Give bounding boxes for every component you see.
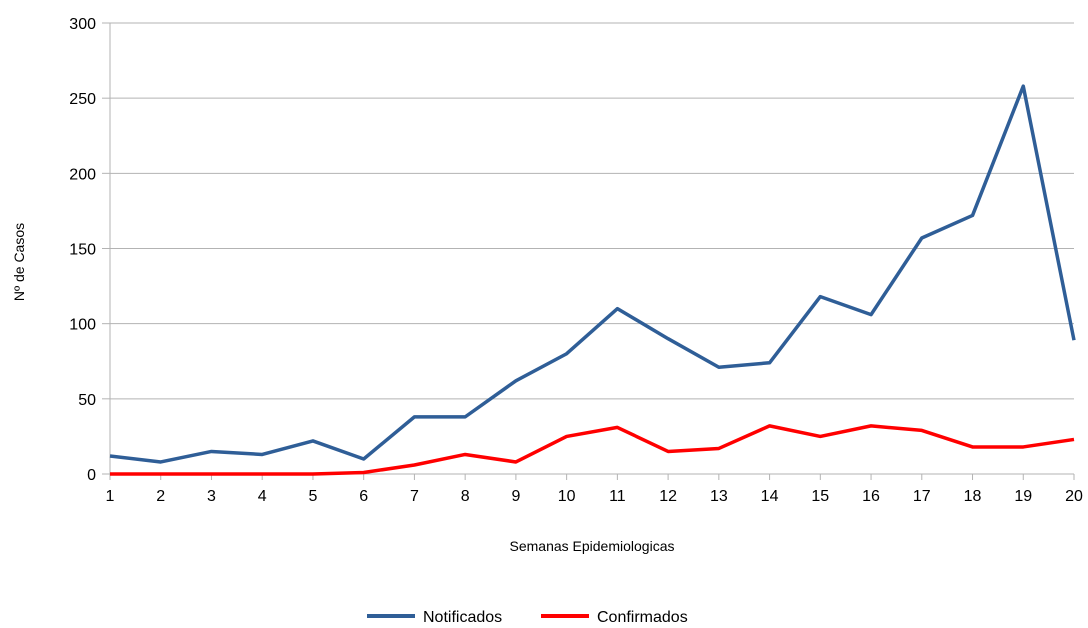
x-tick-label: 19 [1014, 488, 1032, 505]
x-tick-label: 14 [761, 488, 779, 505]
series-line-notificados [109, 84, 1076, 464]
x-axis-title: Semanas Epidemiologicas [510, 538, 675, 554]
x-tick-label: 3 [207, 488, 216, 505]
x-tick-label: 18 [964, 488, 982, 505]
y-tick-label: 300 [69, 16, 96, 33]
y-tick-label: 100 [69, 317, 96, 334]
y-axis-title: Nº de Casos [11, 223, 27, 301]
legend: Notificados Confirmados [367, 609, 688, 626]
x-tick-label: 16 [862, 488, 880, 505]
x-tick-label: 4 [258, 488, 267, 505]
x-tick-label: 2 [156, 488, 165, 505]
y-tick-label: 150 [69, 242, 96, 259]
y-tick-labels: 0 50 100 150 200 250 300 [69, 16, 96, 484]
y-tick-label: 0 [87, 467, 96, 484]
y-tick-label: 200 [69, 166, 96, 183]
x-tick-label: 6 [359, 488, 368, 505]
series-lines [109, 84, 1076, 476]
x-tick-label: 15 [811, 488, 829, 505]
x-tick-label: 7 [410, 488, 419, 505]
x-tick-label: 11 [609, 488, 626, 505]
x-tick-label: 20 [1065, 488, 1083, 505]
x-tick-label: 12 [659, 488, 677, 505]
axes [102, 22, 1075, 480]
x-tick-labels: 1 2 3 4 5 6 7 8 9 10 11 12 13 14 15 16 17 18 19 20 [106, 488, 1083, 505]
legend-label-notificados: Notificados [423, 609, 502, 626]
series-line-confirmados [110, 424, 1075, 476]
x-tick-label: 10 [558, 488, 576, 505]
x-tick-label: 5 [308, 488, 317, 505]
x-tick-label: 9 [511, 488, 520, 505]
x-tick-label: 8 [461, 488, 470, 505]
gridlines [110, 22, 1074, 400]
legend-label-confirmados: Confirmados [597, 609, 688, 626]
x-tick-label: 1 [106, 488, 115, 505]
x-tick-label: 13 [710, 488, 728, 505]
y-tick-label: 50 [78, 392, 96, 409]
x-tick-label: 17 [913, 488, 931, 505]
y-tick-label: 250 [69, 91, 96, 108]
